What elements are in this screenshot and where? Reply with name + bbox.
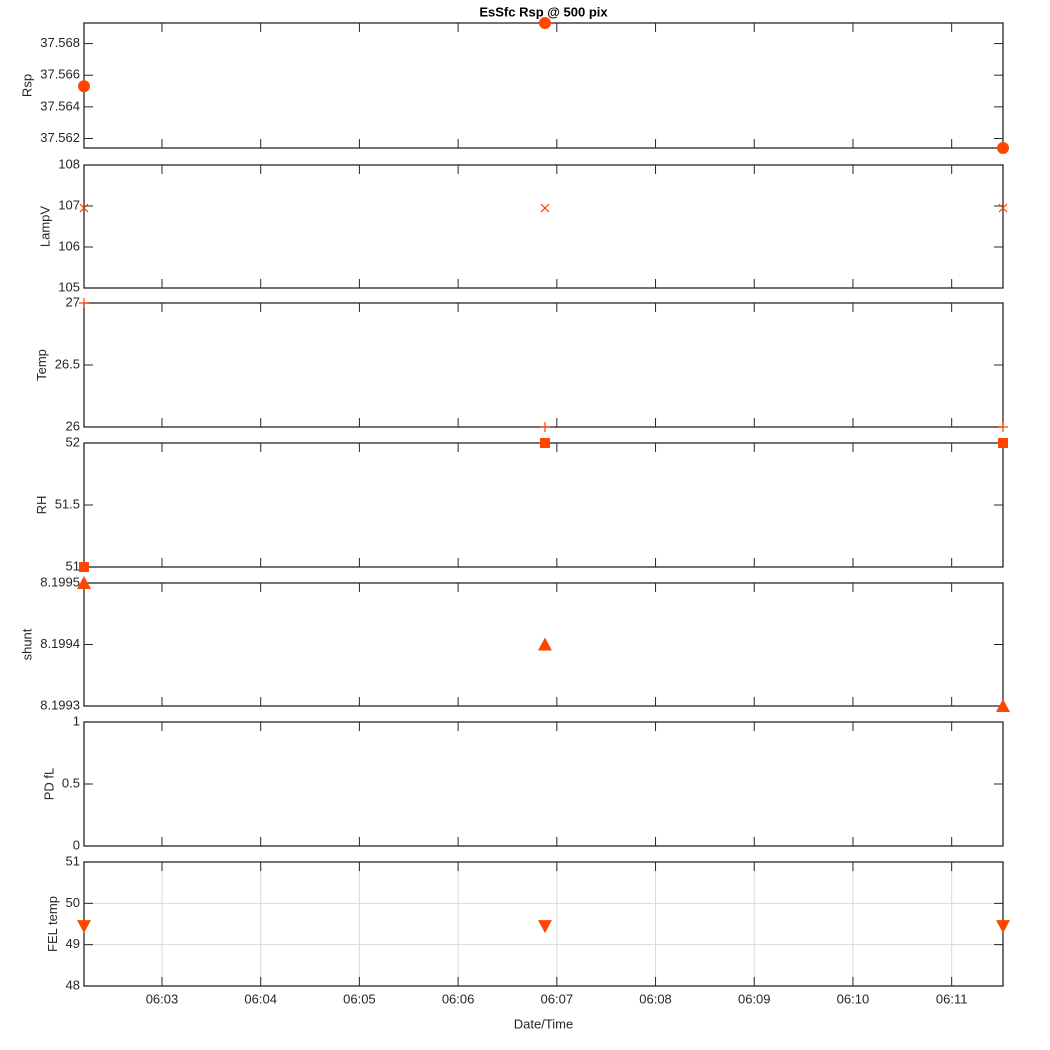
y-tick-label: 37.568 [40,35,80,50]
x-tick-label: 06:09 [738,991,771,1006]
x-axis-label: Date/Time [514,1016,573,1031]
y-tick-label: 8.1995 [40,574,80,589]
axes-box [83,582,1004,707]
y-tick-label: 48 [66,977,80,992]
y-tick-label: 51 [66,853,80,868]
y-tick-label: 106 [58,238,80,253]
x-tick-label: 06:08 [639,991,672,1006]
point [998,422,1008,432]
plot-area [84,303,1003,427]
x-tick-label: 06:05 [343,991,376,1006]
axes-box [83,164,1004,289]
plot-area [84,722,1003,846]
chart-title: EsSfc Rsp @ 500 pix [479,4,608,19]
point [538,17,551,29]
point [79,562,89,572]
y-tick-label: 37.566 [40,67,80,82]
y-tick-label: 26 [66,418,80,433]
y-tick-label: 37.564 [40,98,80,113]
y-tick-label: 8.1994 [40,636,80,651]
y-tick-label: 50 [66,895,80,910]
subplot: 0 0.5 1 PD fL [41,713,1004,852]
y-tick-label: 26.5 [55,356,80,371]
point [540,203,550,213]
x-tick-label: 06:10 [837,991,870,1006]
x-tick-label: 06:04 [244,991,277,1006]
point [77,576,91,589]
point [998,438,1008,448]
subplot: 8.1993 8.1994 8.1995 shunt [20,574,1010,712]
point [537,920,552,934]
point [996,920,1010,934]
plot-area [84,443,1003,567]
y-axis-label: shunt [20,628,35,660]
subplot: 37.562 37.564 37.566 37.568 Rsp EsSfc Rsp @ 5… [20,4,1009,154]
plot-area [84,23,1003,148]
point [537,637,552,651]
y-tick-label: 108 [58,156,80,171]
point [79,203,89,213]
subplot: 105 106 107 108 LampV [38,156,1008,294]
subplot: 51 51.5 52 RH [34,434,1008,573]
point [996,699,1010,712]
y-axis-label: Temp [34,349,49,381]
subplot: 26 26.5 27 Temp [34,294,1008,433]
y-axis-label: Rsp [20,74,35,97]
y-axis-label: FEL temp [45,896,60,952]
axes-box [83,721,1004,847]
y-tick-label: 0 [73,837,80,852]
y-axis-label: PD fL [41,768,56,801]
point [77,920,91,934]
y-tick-label: 52 [66,434,80,449]
y-tick-label: 8.1993 [40,697,80,712]
subplot: 06:03 06:04 06:05 06:06 06:07 06:08 06:09 06:10… [45,853,1010,1031]
y-axis-label: RH [34,496,49,515]
y-tick-label: 27 [66,294,80,309]
plot-area [84,165,1003,288]
point [539,422,550,432]
y-axis-label: LampV [38,206,53,248]
point [998,203,1008,213]
point [79,298,89,308]
x-tick-label: 06:06 [442,991,475,1006]
y-tick-label: 49 [66,936,80,951]
point [997,142,1009,154]
y-tick-label: 107 [58,197,80,212]
y-tick-label: 51 [66,558,80,573]
x-tick-label: 06:07 [541,991,574,1006]
x-tick-label: 06:11 [936,991,968,1006]
point [78,80,90,93]
y-tick-label: 51.5 [55,496,80,511]
y-tick-label: 1 [73,713,80,728]
point [539,438,550,448]
y-tick-label: 0.5 [62,775,80,790]
y-tick-label: 105 [58,279,80,294]
x-tick-label: 06:03 [146,991,179,1006]
y-tick-label: 37.562 [40,130,80,145]
